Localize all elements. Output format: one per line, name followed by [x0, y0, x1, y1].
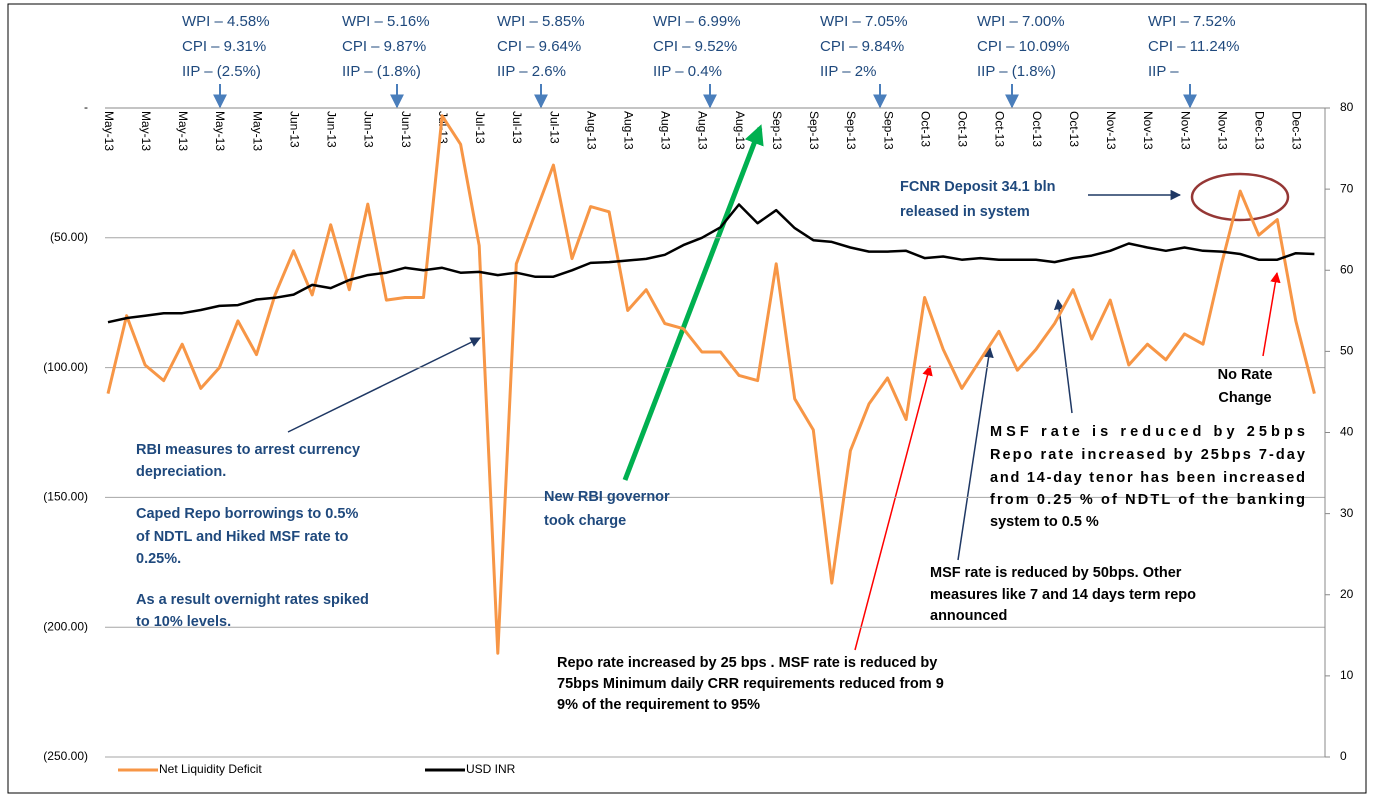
inflation-note: CPI – 9.64%	[497, 38, 581, 55]
annotation: As a result overnight rates spiked	[136, 592, 369, 608]
annotation: Change	[1218, 390, 1271, 406]
annotation: Repo rate increased by 25bps 7-day	[990, 447, 1305, 463]
annotation: system to 0.5 %	[990, 514, 1099, 530]
x-tick-label: Nov-13	[1141, 111, 1155, 150]
annotation: and 14-day tenor has been increased	[990, 470, 1305, 486]
x-tick-label: Oct-13	[1067, 111, 1081, 147]
annotation: 0.25%.	[136, 551, 181, 567]
inflation-note: CPI – 9.87%	[342, 38, 426, 55]
x-tick-label: Jun-13	[325, 111, 339, 148]
x-tick-label: Jul-13	[547, 111, 561, 144]
x-tick-label: Jun-13	[362, 111, 376, 148]
y-tick-label: (200.00)	[43, 619, 88, 633]
y2-tick-label: 50	[1340, 344, 1354, 358]
x-tick-label: May-13	[102, 111, 116, 151]
y-tick-label: (150.00)	[43, 490, 88, 504]
y-tick-label: (50.00)	[50, 230, 88, 244]
inflation-note: IIP – 2%	[820, 63, 876, 80]
x-tick-label: Nov-13	[1178, 111, 1192, 150]
x-tick-label: Oct-13	[993, 111, 1007, 147]
inflation-note: CPI – 9.84%	[820, 38, 904, 55]
frame	[7, 3, 1367, 794]
x-tick-label: May-13	[139, 111, 153, 151]
x-tick-label: Jul-13	[510, 111, 524, 144]
y2-tick-label: 40	[1340, 425, 1354, 439]
legend-label: USD INR	[466, 762, 516, 776]
annotation: No Rate	[1218, 367, 1273, 383]
y2-tick-label: 80	[1340, 100, 1354, 114]
y2-tick-label: 30	[1340, 506, 1354, 520]
x-tick-label: Oct-13	[1030, 111, 1044, 147]
x-tick-label: Jun-13	[287, 111, 301, 148]
inflation-note: CPI – 10.09%	[977, 38, 1070, 55]
x-tick-label: Sep-13	[844, 111, 858, 150]
annotation: to 10% levels.	[136, 614, 231, 630]
inflation-note: WPI – 5.85%	[497, 13, 585, 30]
inflation-note: IIP – (2.5%)	[182, 63, 261, 80]
x-tick-label: Aug-13	[584, 111, 598, 150]
series-line	[107, 203, 1315, 324]
y2-tick-label: 20	[1340, 587, 1354, 601]
annotation: took charge	[544, 513, 626, 529]
annotation: measures like 7 and 14 days term repo	[930, 587, 1196, 603]
inflation-note: WPI – 7.52%	[1148, 13, 1236, 30]
y2-tick-label: 70	[1340, 181, 1354, 195]
annotation: from 0.25 % of NDTL of the banking	[990, 492, 1305, 508]
x-tick-label: Oct-13	[956, 111, 970, 147]
inflation-note: WPI – 6.99%	[653, 13, 741, 30]
inflation-note: IIP – 2.6%	[497, 63, 566, 80]
annotation: released in system	[900, 204, 1030, 220]
inflation-note: CPI – 11.24%	[1148, 38, 1239, 55]
x-tick-label: Aug-13	[622, 111, 636, 150]
inflation-note: IIP – (1.8%)	[977, 63, 1056, 80]
x-tick-label: Aug-13	[696, 111, 710, 150]
x-tick-label: Jul-13	[473, 111, 487, 144]
x-tick-label: Oct-13	[918, 111, 932, 147]
annotation: Caped Repo borrowings to 0.5%	[136, 506, 358, 522]
y-tick-label: (250.00)	[43, 749, 88, 763]
annotation: FCNR Deposit 34.1 bln	[900, 179, 1056, 195]
inflation-note: WPI – 5.16%	[342, 13, 430, 30]
inflation-note: IIP – 0.4%	[653, 63, 722, 80]
annotation: Repo rate increased by 25 bps . MSF rate…	[557, 655, 937, 671]
inflation-note: WPI – 7.00%	[977, 13, 1065, 30]
legend-label: Net Liquidity Deficit	[159, 762, 262, 776]
inflation-note: WPI – 7.05%	[820, 13, 908, 30]
inflation-note: CPI – 9.52%	[653, 38, 737, 55]
x-tick-label: May-13	[213, 111, 227, 151]
y2-tick-label: 0	[1340, 749, 1347, 763]
y2-tick-label: 60	[1340, 262, 1354, 276]
x-tick-label: Nov-13	[1104, 111, 1118, 150]
inflation-note: WPI – 4.58%	[182, 13, 270, 30]
x-tick-label: Sep-13	[807, 111, 821, 150]
y-tick-label: -	[84, 100, 88, 114]
arrows	[213, 84, 1290, 651]
annotation: of NDTL and Hiked MSF rate to	[136, 529, 349, 545]
x-tick-label: Sep-13	[770, 111, 784, 150]
x-tick-label: May-13	[176, 111, 190, 151]
annotation: New RBI governor	[544, 489, 670, 505]
x-tick-label: Aug-13	[659, 111, 673, 150]
y2-tick-label: 10	[1340, 668, 1354, 682]
x-tick-label: Sep-13	[881, 111, 895, 150]
x-tick-label: Dec-13	[1290, 111, 1304, 150]
annotation: depreciation.	[136, 464, 226, 480]
annotation: announced	[930, 608, 1007, 624]
inflation-note: CPI – 9.31%	[182, 38, 266, 55]
annotation: MSF rate is reduced by 50bps. Other	[930, 565, 1182, 581]
annotation: RBI measures to arrest currency	[136, 442, 360, 458]
x-tick-label: May-13	[250, 111, 264, 151]
inflation-note: IIP – (1.8%)	[342, 63, 421, 80]
annotation: MSF rate is reduced by 25bps	[990, 424, 1305, 440]
x-tick-label: Aug-13	[733, 111, 747, 150]
x-tick-label: Jun-13	[399, 111, 413, 148]
y-tick-label: (100.00)	[43, 360, 88, 374]
inflation-note: IIP –	[1148, 63, 1179, 80]
annotation: 75bps Minimum daily CRR requirements red…	[557, 676, 944, 692]
x-tick-label: Dec-13	[1253, 111, 1267, 150]
annotation: 9% of the requirement to 95%	[557, 697, 760, 713]
x-tick-label: Nov-13	[1215, 111, 1229, 150]
